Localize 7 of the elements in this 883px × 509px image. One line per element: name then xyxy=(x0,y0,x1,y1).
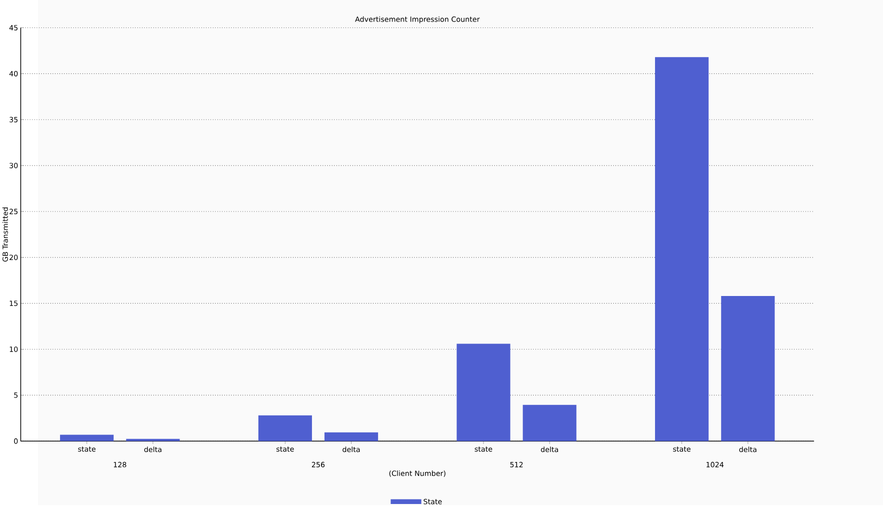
bar xyxy=(721,296,775,442)
bar xyxy=(324,432,378,442)
bar xyxy=(258,415,312,442)
bar xyxy=(655,57,709,442)
bar xyxy=(522,404,576,442)
bar xyxy=(456,344,510,442)
bar xyxy=(60,434,114,442)
